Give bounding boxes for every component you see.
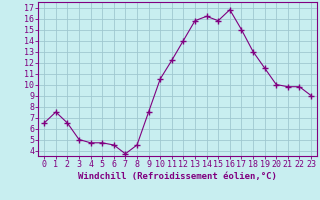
X-axis label: Windchill (Refroidissement éolien,°C): Windchill (Refroidissement éolien,°C) (78, 172, 277, 181)
